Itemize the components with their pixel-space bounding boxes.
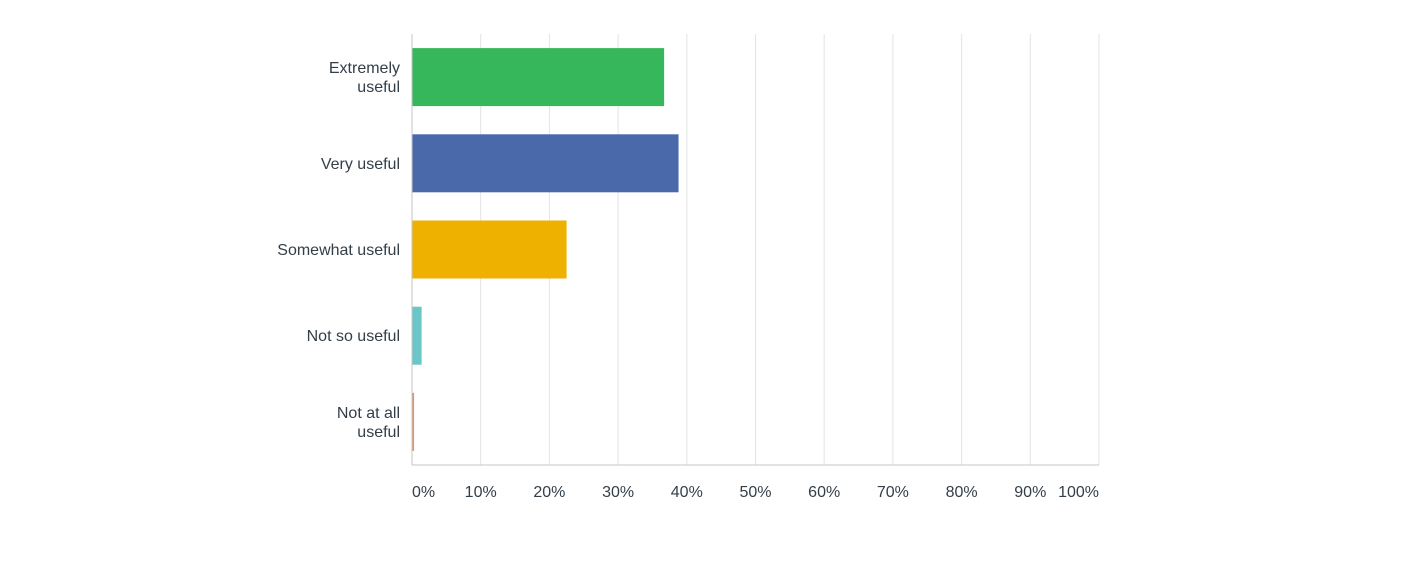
category-label: useful [357,79,400,96]
x-tick-label: 70% [877,484,909,501]
category-label: Somewhat useful [277,242,400,259]
x-tick-label: 20% [533,484,565,501]
x-tick-labels: 0% 10% 20% 30% 40% 50% 60% 70% 80% 90% 100% [412,484,1099,501]
bar [412,392,415,451]
axes [411,34,1099,466]
category-label: Very useful [321,156,400,173]
bar [412,48,665,107]
x-tick-label: 10% [465,484,497,501]
x-tick-label: 0% [412,484,435,501]
bar [412,134,679,193]
category-label: Extremely [329,60,400,77]
x-tick-label: 30% [602,484,634,501]
category-label: useful [357,424,400,441]
bars [412,48,679,451]
x-tick-label: 50% [739,484,771,501]
x-tick-label: 100% [1058,484,1099,501]
x-tick-label: 90% [1014,484,1046,501]
x-tick-label: 60% [808,484,840,501]
x-tick-label: 40% [671,484,703,501]
category-labels: Extremely useful Very useful Somewhat usefu… [277,60,400,441]
x-tick-label: 80% [946,484,978,501]
bar [412,306,422,365]
category-label: Not at all [337,405,400,422]
bar [412,220,567,279]
category-label: Not so useful [307,328,400,345]
